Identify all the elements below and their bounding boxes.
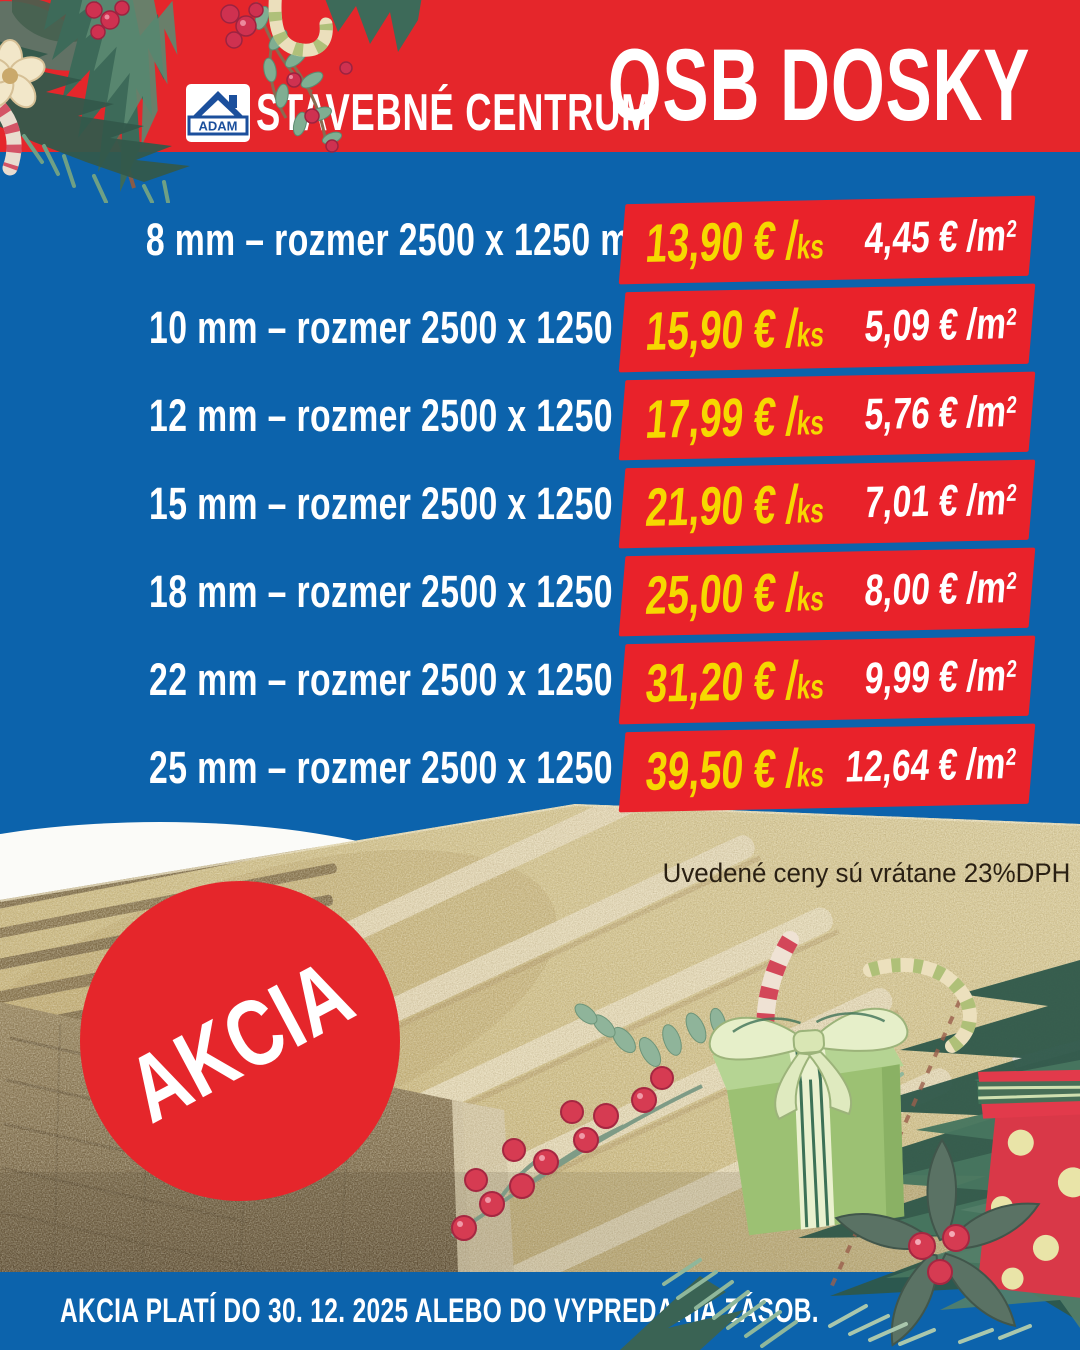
product-row: 25 mm – rozmer 2500 x 1250 mm 39,50 € /k… [0, 723, 1080, 813]
price-per-m2: 5,09 € /m2 [862, 299, 1018, 352]
price-per-m2: 12,64 € /m2 [843, 739, 1018, 792]
product-size-label: 10 mm – rozmer 2500 x 1250 mm [149, 302, 684, 353]
product-row: 8 mm – rozmer 2500 x 1250 mm 13,90 € /ks… [0, 195, 1080, 285]
product-size-label: 25 mm – rozmer 2500 x 1250 mm [149, 742, 684, 793]
price-per-piece: 31,20 € /ks [643, 650, 826, 714]
price-per-m2: 5,76 € /m2 [862, 387, 1018, 440]
price-tag: 15,90 € /ks 5,09 € /m2 [618, 283, 1036, 373]
product-row: 18 mm – rozmer 2500 x 1250 mm 25,00 € /k… [0, 547, 1080, 637]
product-row: 15 mm – rozmer 2500 x 1250 mm 21,90 € /k… [0, 459, 1080, 549]
price-per-piece: 13,90 € /ks [643, 210, 826, 274]
price-tag: 31,20 € /ks 9,99 € /m2 [618, 635, 1036, 725]
page-title: OSB DOSKY [607, 28, 1030, 142]
akcia-badge-text: AKCIA [110, 938, 369, 1143]
price-per-m2: 7,01 € /m2 [862, 475, 1018, 528]
product-size-label: 18 mm – rozmer 2500 x 1250 mm [149, 566, 684, 617]
price-per-m2: 9,99 € /m2 [862, 651, 1018, 704]
product-size-label: 12 mm – rozmer 2500 x 1250 mm [149, 390, 684, 441]
price-per-piece: 39,50 € /ks [643, 738, 826, 802]
product-row: 10 mm – rozmer 2500 x 1250 mm 15,90 € /k… [0, 283, 1080, 373]
price-tag: 13,90 € /ks 4,45 € /m2 [618, 195, 1036, 285]
price-tag: 25,00 € /ks 8,00 € /m2 [618, 547, 1036, 637]
price-per-piece: 25,00 € /ks [643, 562, 826, 626]
footer-band: AKCIA PLATÍ DO 30. 12. 2025 ALEBO DO VYP… [0, 1272, 1080, 1350]
price-per-piece: 21,90 € /ks [643, 474, 826, 538]
product-list: 8 mm – rozmer 2500 x 1250 mm 13,90 € /ks… [0, 195, 1080, 813]
price-per-m2: 4,45 € /m2 [862, 211, 1018, 264]
adam-logo-text: ADAM [199, 119, 238, 134]
footer-text: AKCIA PLATÍ DO 30. 12. 2025 ALEBO DO VYP… [60, 1291, 819, 1330]
vat-note: Uvedené ceny sú vrátane 23%DPH [662, 858, 1071, 888]
price-tag: 17,99 € /ks 5,76 € /m2 [618, 371, 1036, 461]
adam-logo-icon: ADAM [186, 84, 250, 142]
brand-name: STAVEBNÉ CENTRUM [256, 84, 653, 142]
product-size-label: 22 mm – rozmer 2500 x 1250 mm [149, 654, 684, 705]
price-tag: 21,90 € /ks 7,01 € /m2 [618, 459, 1036, 549]
price-tag: 39,50 € /ks 12,64 € /m2 [618, 723, 1036, 813]
product-row: 12 mm – rozmer 2500 x 1250 mm 17,99 € /k… [0, 371, 1080, 461]
price-per-m2: 8,00 € /m2 [862, 563, 1018, 616]
product-size-label: 8 mm – rozmer 2500 x 1250 mm [145, 214, 662, 265]
product-row: 22 mm – rozmer 2500 x 1250 mm 31,20 € /k… [0, 635, 1080, 725]
akcia-badge: AKCIA [80, 881, 400, 1201]
price-per-piece: 15,90 € /ks [643, 298, 826, 362]
product-size-label: 15 mm – rozmer 2500 x 1250 mm [149, 478, 684, 529]
header-band: ADAM STAVEBNÉ CENTRUM OSB DOSKY [0, 0, 1080, 152]
price-per-piece: 17,99 € /ks [643, 386, 826, 450]
